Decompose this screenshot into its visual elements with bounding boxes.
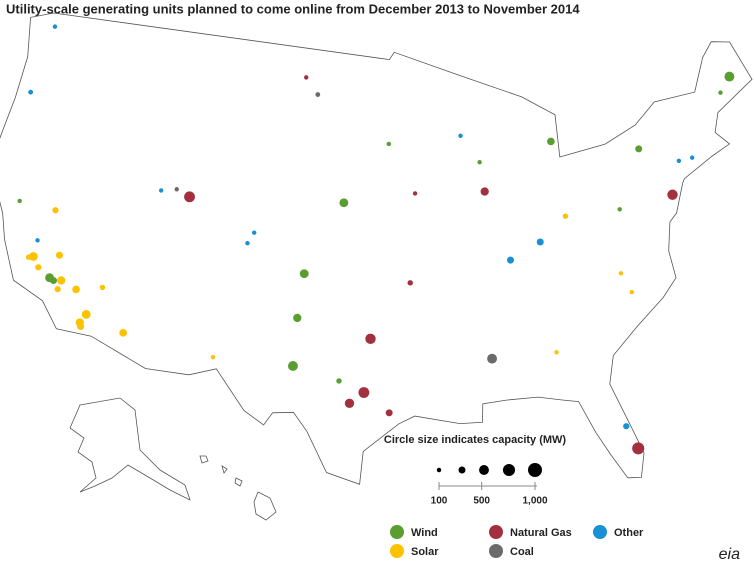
size-legend-bubble (436, 467, 442, 473)
size-tick-label: 1,000 (522, 496, 547, 507)
legend-swatch (390, 544, 404, 558)
unit-bubble (336, 378, 342, 384)
size-legend-bubble (458, 466, 466, 474)
unit-bubble (632, 442, 645, 455)
unit-bubble (554, 350, 559, 355)
unit-bubble (184, 191, 195, 203)
unit-bubble (119, 329, 127, 337)
unit-bubble (536, 238, 544, 246)
unit-bubble (35, 264, 42, 271)
unit-bubble (299, 269, 309, 279)
unit-bubble (251, 230, 257, 235)
unit-bubble (547, 137, 555, 146)
legend-label: Coal (510, 546, 534, 558)
unit-bubble (50, 277, 58, 285)
unit-bubble (245, 241, 250, 246)
unit-bubble (339, 198, 349, 208)
unit-bubble (365, 333, 376, 345)
unit-bubble (676, 158, 682, 164)
unit-bubble (57, 276, 66, 285)
unit-bubble (507, 256, 515, 264)
unit-bubble (174, 187, 179, 192)
unit-bubble (635, 145, 643, 153)
conterminous-us (0, 12, 753, 485)
legend-label: Other (614, 527, 644, 539)
unit-bubble (629, 289, 635, 295)
unit-bubble (55, 251, 63, 259)
unit-bubble (618, 271, 624, 276)
size-legend-title: Circle size indicates capacity (MW) (384, 434, 567, 446)
unit-bubble (562, 213, 569, 219)
legend-swatch (489, 525, 503, 539)
unit-bubble (623, 423, 630, 430)
unit-bubble (28, 252, 38, 261)
unit-bubble (385, 409, 393, 417)
unit-bubble (412, 191, 418, 196)
legend-label: Solar (411, 546, 439, 558)
unit-bubble (617, 207, 622, 212)
unit-bubble (304, 75, 309, 80)
unit-bubble (17, 198, 22, 204)
legend-swatch (390, 525, 404, 539)
unit-bubble (54, 286, 61, 293)
unit-bubble (52, 207, 59, 214)
unit-bubble (288, 361, 298, 371)
unit-bubble (477, 159, 482, 165)
legend-swatch (489, 544, 503, 558)
unit-bubble (724, 71, 735, 82)
unit-bubble (487, 353, 498, 364)
size-legend-bubble (528, 463, 542, 477)
unit-bubble (72, 285, 80, 294)
unit-bubble (667, 189, 678, 200)
size-tick-label: 100 (431, 496, 448, 507)
logo: eia (719, 546, 740, 563)
legend-label: Natural Gas (510, 527, 572, 539)
size-legend-bubble (479, 465, 489, 475)
unit-bubble (407, 280, 413, 286)
unit-bubble (81, 309, 91, 319)
unit-bubble (35, 238, 40, 243)
unit-bubble (158, 188, 164, 193)
size-tick-label: 500 (473, 496, 490, 507)
unit-bubble (480, 187, 489, 196)
unit-bubble (293, 313, 302, 323)
unit-bubble (77, 322, 85, 330)
unit-bubble (99, 284, 106, 291)
unit-bubble (28, 89, 34, 95)
unit-bubble (344, 398, 355, 409)
legend-label: Wind (411, 527, 438, 539)
unit-bubble (458, 133, 463, 139)
legend-swatch (593, 525, 607, 539)
unit-bubble (386, 141, 391, 147)
title: Utility-scale generating units planned t… (6, 1, 580, 16)
alaska (69, 397, 191, 501)
unit-bubble (689, 155, 695, 160)
unit-bubble (718, 90, 723, 95)
size-legend-bubble (502, 463, 516, 477)
unit-bubble (210, 354, 216, 360)
unit-bubble (52, 24, 58, 29)
unit-bubble (315, 92, 321, 97)
unit-bubble (25, 254, 32, 260)
hawaii (199, 455, 277, 521)
unit-bubble (358, 387, 370, 398)
